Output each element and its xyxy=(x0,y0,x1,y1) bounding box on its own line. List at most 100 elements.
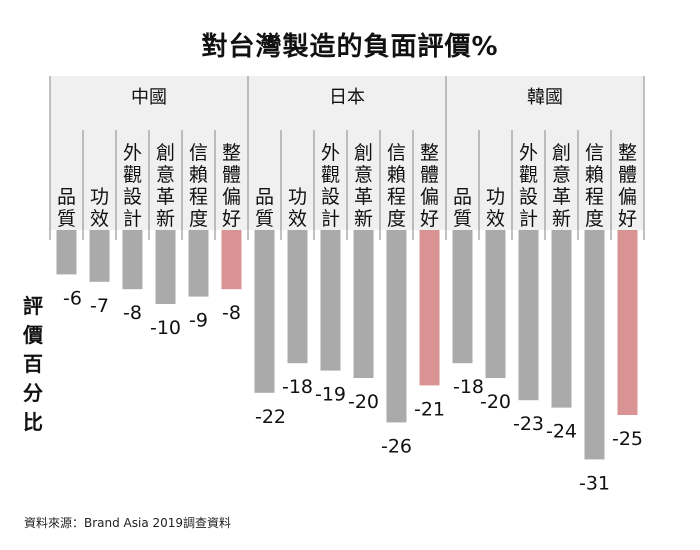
category-label-char: 賴 xyxy=(387,164,406,186)
category-label-char: 觀 xyxy=(519,164,538,186)
category-label-char: 觀 xyxy=(123,164,142,186)
category-label-char: 效 xyxy=(486,208,505,230)
category-label-char: 整 xyxy=(618,142,637,164)
category-label-char: 觀 xyxy=(321,164,340,186)
category-label-char: 好 xyxy=(420,208,439,230)
data-label: -18 xyxy=(453,376,484,398)
bar xyxy=(551,230,572,408)
category-label-char: 程 xyxy=(189,186,208,208)
category-label-char: 意 xyxy=(552,164,571,186)
bar xyxy=(221,230,242,290)
data-label: -25 xyxy=(612,428,643,450)
bar xyxy=(617,230,638,415)
category-label-char: 賴 xyxy=(585,164,604,186)
group-label: 韓國 xyxy=(527,87,563,108)
category-label-char: 計 xyxy=(123,208,142,230)
category-label-char: 計 xyxy=(519,208,538,230)
data-label: -26 xyxy=(381,435,412,457)
category-label-char: 偏 xyxy=(222,186,241,208)
bar xyxy=(419,230,440,386)
category-label-char: 功 xyxy=(486,186,505,208)
chart-title: 對台灣製造的負面評價% xyxy=(201,32,499,62)
category-label-char: 設 xyxy=(123,186,142,208)
category-label-char: 功 xyxy=(90,186,109,208)
category-label-char: 程 xyxy=(585,186,604,208)
data-label: -18 xyxy=(282,376,313,398)
bar xyxy=(353,230,374,378)
category-label-char: 質 xyxy=(453,208,472,230)
category-label-char: 新 xyxy=(354,208,373,230)
category-label-char: 革 xyxy=(552,186,571,208)
bar xyxy=(122,230,143,290)
bar xyxy=(287,230,308,364)
data-label: -20 xyxy=(348,391,379,413)
category-label-char: 設 xyxy=(321,186,340,208)
category-label-char: 外 xyxy=(321,142,340,164)
data-label: -23 xyxy=(513,413,544,435)
category-label-char: 信 xyxy=(189,142,208,164)
source-note: 資料來源：Brand Asia 2019調查資料 xyxy=(24,516,232,530)
category-label-char: 功 xyxy=(288,186,307,208)
category-label-char: 品 xyxy=(57,186,76,208)
category-label-char: 革 xyxy=(354,186,373,208)
category-label-char: 效 xyxy=(288,208,307,230)
category-label-char: 好 xyxy=(618,208,637,230)
category-label-char: 革 xyxy=(156,186,175,208)
category-label-char: 偏 xyxy=(618,186,637,208)
data-label: -6 xyxy=(63,287,82,309)
category-label-char: 賴 xyxy=(189,164,208,186)
category-label-char: 新 xyxy=(156,208,175,230)
category-label-char: 體 xyxy=(618,164,637,186)
bar xyxy=(89,230,110,282)
category-label-char: 整 xyxy=(222,142,241,164)
category-label-char: 外 xyxy=(519,142,538,164)
data-label: -20 xyxy=(480,391,511,413)
category-label-char: 信 xyxy=(585,142,604,164)
bar xyxy=(254,230,275,393)
category-label-char: 度 xyxy=(585,208,604,230)
bar xyxy=(56,230,77,275)
data-label: -10 xyxy=(150,317,181,339)
category-label-char: 新 xyxy=(552,208,571,230)
bar xyxy=(155,230,176,304)
category-label-char: 體 xyxy=(420,164,439,186)
data-label: -19 xyxy=(315,384,346,406)
category-label-char: 創 xyxy=(552,142,571,164)
bar xyxy=(518,230,539,401)
category-label-char: 質 xyxy=(255,208,274,230)
data-label: -21 xyxy=(414,398,445,420)
group-label: 中國 xyxy=(131,87,167,108)
data-label: -8 xyxy=(123,302,142,324)
category-label-char: 外 xyxy=(123,142,142,164)
category-label-char: 信 xyxy=(387,142,406,164)
category-label-char: 整 xyxy=(420,142,439,164)
category-label-char: 計 xyxy=(321,208,340,230)
bar xyxy=(452,230,473,364)
category-label-char: 品 xyxy=(453,186,472,208)
category-label-char: 設 xyxy=(519,186,538,208)
data-label: -22 xyxy=(255,406,286,428)
category-label-char: 度 xyxy=(387,208,406,230)
category-label-char: 創 xyxy=(354,142,373,164)
data-label: -31 xyxy=(579,472,610,494)
category-label-char: 程 xyxy=(387,186,406,208)
bar xyxy=(188,230,209,297)
category-label-char: 好 xyxy=(222,208,241,230)
bar xyxy=(485,230,506,378)
data-label: -9 xyxy=(189,310,208,332)
category-label-char: 意 xyxy=(354,164,373,186)
data-label: -8 xyxy=(222,302,241,324)
category-label-char: 品 xyxy=(255,186,274,208)
bar xyxy=(386,230,407,423)
category-label-char: 效 xyxy=(90,208,109,230)
data-label: -7 xyxy=(90,295,109,317)
category-label-char: 質 xyxy=(57,208,76,230)
data-label: -24 xyxy=(546,421,577,443)
category-label-char: 創 xyxy=(156,142,175,164)
bar xyxy=(320,230,341,371)
category-label-char: 意 xyxy=(156,164,175,186)
bar xyxy=(584,230,605,460)
y-axis-label: 評價百分比 xyxy=(23,294,43,434)
